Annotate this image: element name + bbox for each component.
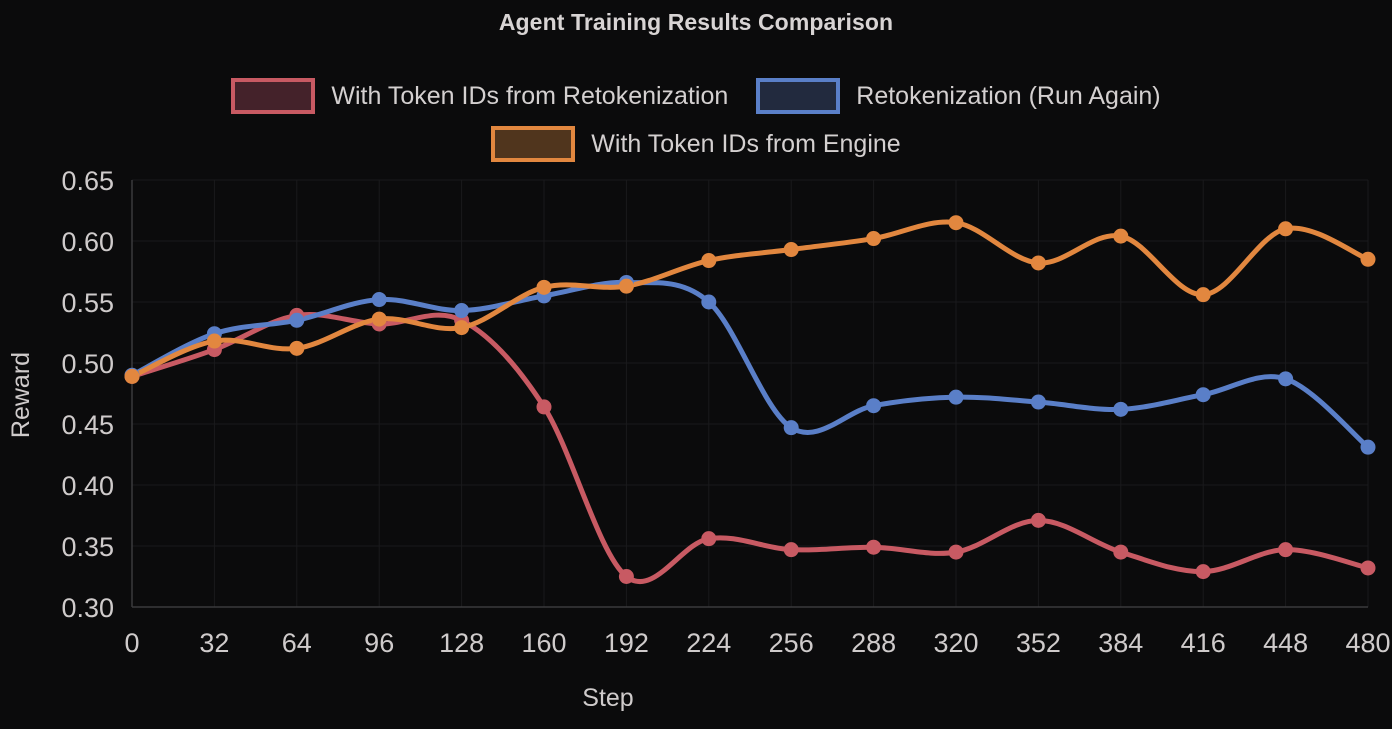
y-axis-tick-label: 0.50 [61,349,114,379]
series-line-2 [129,219,1371,379]
legend-item-with-token-ids-from-retokenization[interactable]: With Token IDs from Retokenization [231,78,728,114]
x-axis-tick-label: 192 [604,628,649,658]
legend-swatch-icon-orange [491,126,576,162]
series-line-0 [129,312,1371,585]
data-point[interactable] [536,399,552,415]
data-point[interactable] [1360,560,1376,576]
data-point[interactable] [289,340,305,356]
legend-row-1: With Token IDs from Retokenization Retok… [0,72,1392,120]
y-axis-tick-label: 0.65 [61,166,114,196]
data-point[interactable] [701,294,717,310]
y-axis-tick-label: 0.40 [61,471,114,501]
x-axis-tick-label: 352 [1016,628,1061,658]
x-axis-tick-label: 64 [282,628,312,658]
y-axis-title: Reward [7,352,35,438]
data-point[interactable] [701,531,717,547]
data-point[interactable] [948,215,964,231]
x-axis-tick-label: 288 [851,628,896,658]
x-axis-tick-label: 128 [439,628,484,658]
data-point[interactable] [866,539,882,555]
data-point[interactable] [1360,439,1376,455]
data-point[interactable] [1360,251,1376,267]
series-line-1 [129,279,1371,450]
y-axis-tick-label: 0.45 [61,410,114,440]
legend-swatch-icon-blue [756,78,841,114]
data-point[interactable] [866,231,882,247]
y-axis-tick-label: 0.35 [61,532,114,562]
legend-item-with-token-ids-from-engine[interactable]: With Token IDs from Engine [491,126,901,162]
data-point[interactable] [866,398,882,414]
data-point[interactable] [289,312,305,328]
chart-legend: With Token IDs from Retokenization Retok… [0,72,1392,168]
data-point[interactable] [124,368,140,384]
y-axis-tick-label: 0.60 [61,227,114,257]
page-title: Agent Training Results Comparison [498,9,894,35]
x-axis-tick-label: 448 [1263,628,1308,658]
x-axis-tick-label: 0 [124,628,139,658]
data-point[interactable] [618,569,634,584]
data-point[interactable] [783,542,799,558]
data-point[interactable] [1195,387,1211,403]
x-axis-tick-label: 96 [364,628,394,658]
data-point[interactable] [371,311,387,327]
x-axis-tick-label: 160 [521,628,566,658]
data-point[interactable] [1195,287,1211,303]
x-axis-tick-label: 416 [1181,628,1226,658]
legend-swatch-icon-red [231,78,316,114]
data-point[interactable] [1278,221,1294,237]
data-point[interactable] [783,242,799,258]
data-point[interactable] [536,279,552,295]
y-axis-tick-label: 0.55 [61,288,114,318]
x-axis-tick-label: 256 [769,628,814,658]
data-point[interactable] [618,278,634,294]
x-axis-tick-label: 320 [933,628,978,658]
data-point[interactable] [454,320,470,336]
data-point[interactable] [1030,255,1046,271]
data-point[interactable] [1113,401,1129,417]
data-point[interactable] [783,420,799,436]
legend-label: Retokenization (Run Again) [856,81,1161,110]
data-point[interactable] [1278,542,1294,558]
data-point[interactable] [701,253,717,269]
x-axis-tick-label: 384 [1098,628,1143,658]
x-axis-tick-label: 224 [686,628,731,658]
legend-item-retokenization-run-again[interactable]: Retokenization (Run Again) [756,78,1161,114]
data-point[interactable] [206,333,222,349]
data-point[interactable] [1030,394,1046,410]
data-point[interactable] [948,389,964,405]
data-point[interactable] [371,292,387,308]
data-point[interactable] [1113,228,1129,244]
data-point[interactable] [948,544,964,560]
x-axis-title: Step [582,684,633,712]
data-point[interactable] [1113,544,1129,560]
y-axis-tick-label: 0.30 [61,593,114,623]
data-point[interactable] [1030,512,1046,528]
legend-label: With Token IDs from Retokenization [331,81,729,110]
x-axis-tick-label: 32 [199,628,229,658]
data-point[interactable] [1195,564,1211,580]
data-point[interactable] [1278,371,1294,387]
legend-row-2: With Token IDs from Engine [0,120,1392,168]
data-point[interactable] [454,303,470,319]
x-axis-tick-label: 480 [1345,628,1390,658]
legend-label: With Token IDs from Engine [591,129,901,158]
